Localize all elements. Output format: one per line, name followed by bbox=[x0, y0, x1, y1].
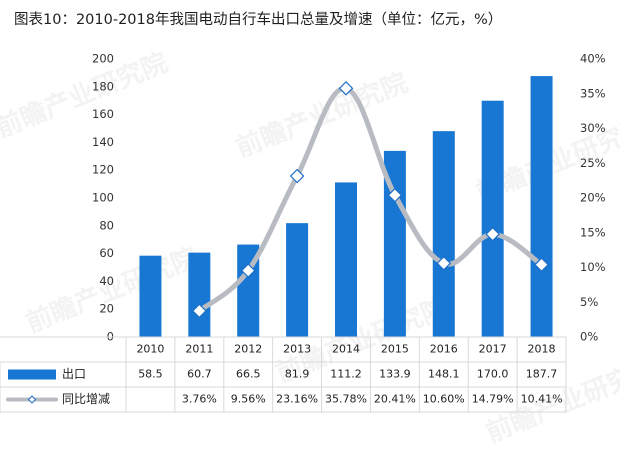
y-left-tick-label: 200 bbox=[92, 52, 114, 66]
x-tick-label: 2011 bbox=[185, 343, 213, 356]
line-point bbox=[485, 226, 501, 242]
data-label: 14.79% bbox=[472, 393, 514, 406]
y-right-tick-label: 15% bbox=[580, 225, 606, 239]
x-tick-label: 2012 bbox=[234, 343, 262, 356]
y-right-tick-label: 25% bbox=[580, 156, 606, 170]
y-left-tick-label: 180 bbox=[92, 79, 114, 93]
line-point bbox=[240, 263, 256, 278]
y-left-tick-label: 40 bbox=[99, 274, 114, 288]
data-label: 66.5 bbox=[236, 368, 261, 381]
legend-label: 同比增减 bbox=[62, 392, 110, 406]
y-right-tick-label: 20% bbox=[580, 191, 606, 205]
y-left-tick-label: 20 bbox=[99, 302, 114, 316]
x-tick-label: 2016 bbox=[430, 343, 458, 356]
y-right-tick-label: 35% bbox=[580, 86, 606, 100]
x-tick-label: 2018 bbox=[528, 343, 556, 356]
x-tick-label: 2010 bbox=[136, 343, 164, 356]
left-axis: 020406080100120140160180200 bbox=[92, 52, 114, 344]
bar bbox=[481, 100, 504, 337]
y-left-tick-label: 60 bbox=[99, 246, 114, 260]
data-label: 20.41% bbox=[374, 393, 416, 406]
bar bbox=[383, 150, 406, 337]
right-axis: 0% 5% 10% 15% 20% 25% 30% 35% 40% bbox=[580, 52, 606, 344]
line-point bbox=[289, 168, 305, 184]
legend-swatch-bar bbox=[8, 369, 56, 380]
y-left-tick-label: 120 bbox=[92, 163, 114, 177]
data-label: 133.9 bbox=[379, 368, 411, 381]
y-left-tick-label: 160 bbox=[92, 107, 114, 121]
data-label: 10.41% bbox=[521, 393, 563, 406]
y-left-tick-label: 100 bbox=[92, 191, 114, 205]
y-right-tick-label: 5% bbox=[580, 295, 598, 309]
line-point bbox=[191, 303, 207, 319]
legend-swatch-marker bbox=[27, 395, 37, 404]
line-point bbox=[387, 187, 403, 203]
bar bbox=[139, 255, 162, 337]
y-right-tick-label: 10% bbox=[580, 260, 606, 274]
data-label: 3.76% bbox=[182, 393, 217, 406]
y-left-tick-label: 80 bbox=[99, 218, 114, 232]
bar-series bbox=[139, 76, 553, 338]
x-tick-label: 2013 bbox=[283, 343, 311, 356]
data-table: 2010 2011 2012 2013 2014 2015 2016 2017 2018 出口 58… bbox=[0, 336, 567, 413]
bar bbox=[188, 252, 211, 337]
data-label: 170.0 bbox=[477, 368, 509, 381]
data-label: 9.56% bbox=[231, 393, 266, 406]
data-label: 148.1 bbox=[428, 368, 460, 381]
x-tick-label: 2015 bbox=[381, 343, 409, 356]
x-tick-label: 2014 bbox=[332, 343, 360, 356]
x-tick-label: 2017 bbox=[479, 343, 507, 356]
line-point bbox=[338, 80, 354, 96]
line-series bbox=[191, 80, 549, 319]
data-label: 10.60% bbox=[423, 393, 465, 406]
bar bbox=[335, 182, 357, 337]
data-label: 81.9 bbox=[285, 368, 310, 381]
y-left-tick-label: 140 bbox=[92, 135, 114, 149]
data-label: 35.78% bbox=[325, 393, 367, 406]
data-label: 111.2 bbox=[330, 368, 362, 381]
data-label: 187.7 bbox=[526, 368, 558, 381]
chart: 020406080100120140160180200 0%5%10%15%20… bbox=[0, 52, 606, 413]
y-right-tick-label: 0% bbox=[580, 330, 598, 344]
growth-line bbox=[196, 85, 545, 314]
y-right-tick-label: 30% bbox=[580, 121, 606, 135]
y-right-tick-label: 40% bbox=[580, 52, 606, 66]
bar bbox=[237, 244, 260, 337]
line-point bbox=[436, 255, 452, 271]
data-label: 58.5 bbox=[138, 368, 163, 381]
data-label: 23.16% bbox=[276, 393, 318, 406]
bar bbox=[530, 76, 553, 338]
line-point bbox=[534, 257, 549, 272]
chart-title: 图表10：2010-2018年我国电动自行车出口总量及增速（单位：亿元，%） bbox=[14, 12, 503, 28]
bar bbox=[432, 131, 455, 337]
data-label: 60.7 bbox=[187, 368, 212, 381]
bar bbox=[286, 223, 309, 337]
legend-label: 出口 bbox=[62, 367, 86, 381]
